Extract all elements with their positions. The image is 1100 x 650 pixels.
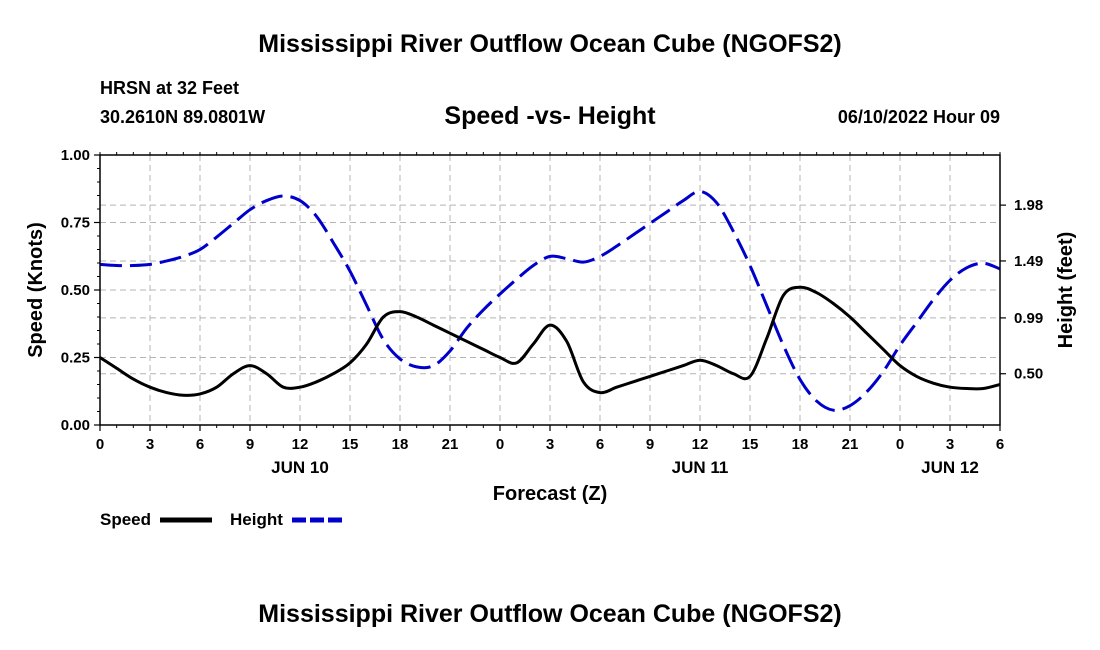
series-layer <box>99 189 1001 412</box>
legend: Speed Height <box>100 510 342 529</box>
coordinates-label: 30.2610N 89.0801W <box>100 107 266 127</box>
y-tick-label: 0.00 <box>61 417 90 434</box>
x-tick-label: 18 <box>792 436 809 453</box>
x-tick-label: 15 <box>342 436 359 453</box>
x-day-label: JUN 10 <box>271 458 329 477</box>
y-tick-label: 0.25 <box>61 350 90 367</box>
x-tick-label: 0 <box>496 436 504 453</box>
chart-subtitle: Speed -vs- Height <box>444 102 656 130</box>
x-day-label: JUN 11 <box>672 458 729 477</box>
legend-label-speed: Speed <box>100 510 151 529</box>
x-tick-label: 18 <box>392 436 409 453</box>
x-tick-label: 9 <box>246 436 254 453</box>
y-tick-label: 0.75 <box>61 215 90 232</box>
x-tick-label: 21 <box>442 436 459 453</box>
y2-axis-title: Height (feet) <box>1055 232 1077 349</box>
x-tick-label: 3 <box>146 436 154 453</box>
x-tick-label: 9 <box>646 436 654 453</box>
x-day-label: JUN 12 <box>921 458 979 477</box>
station-label: HRSN at 32 Feet <box>100 78 240 98</box>
y2-tick-label: 1.98 <box>1014 197 1043 214</box>
series-line-speed <box>99 285 1001 397</box>
grid-layer <box>99 154 1001 426</box>
x-tick-label: 6 <box>596 436 604 453</box>
y-tick-label: 0.50 <box>61 282 90 299</box>
x-tick-label: 12 <box>292 436 309 453</box>
chart-title: Mississippi River Outflow Ocean Cube (NG… <box>258 30 842 58</box>
x-tick-label: 0 <box>96 436 104 453</box>
axes-layer: 0 3 6 9 12 15 18 21 0 3 6 9 12 15 18 21 0 3 6 JUN 10 JUN 11 J… <box>61 147 1043 477</box>
x-tick-label: 12 <box>692 436 709 453</box>
x-axis-title: Forecast (Z) <box>493 483 607 505</box>
x-tick-label: 15 <box>742 436 759 453</box>
series-line-height <box>99 189 1001 412</box>
y2-tick-label: 0.99 <box>1014 310 1043 327</box>
timestamp-label: 06/10/2022 Hour 09 <box>837 107 1000 127</box>
y-axis-title: Speed (Knots) <box>25 222 47 358</box>
y2-tick-label: 1.49 <box>1014 253 1043 270</box>
x-tick-label: 0 <box>896 436 904 453</box>
x-tick-label: 3 <box>946 436 954 453</box>
x-tick-label: 6 <box>196 436 204 453</box>
footer-title: Mississippi River Outflow Ocean Cube (NG… <box>258 600 842 628</box>
x-tick-label: 21 <box>842 436 859 453</box>
y2-tick-label: 0.50 <box>1014 366 1043 383</box>
x-tick-label: 3 <box>546 436 554 453</box>
y-tick-label: 1.00 <box>61 147 90 164</box>
x-tick-label: 6 <box>996 436 1004 453</box>
legend-label-height: Height <box>230 510 283 529</box>
